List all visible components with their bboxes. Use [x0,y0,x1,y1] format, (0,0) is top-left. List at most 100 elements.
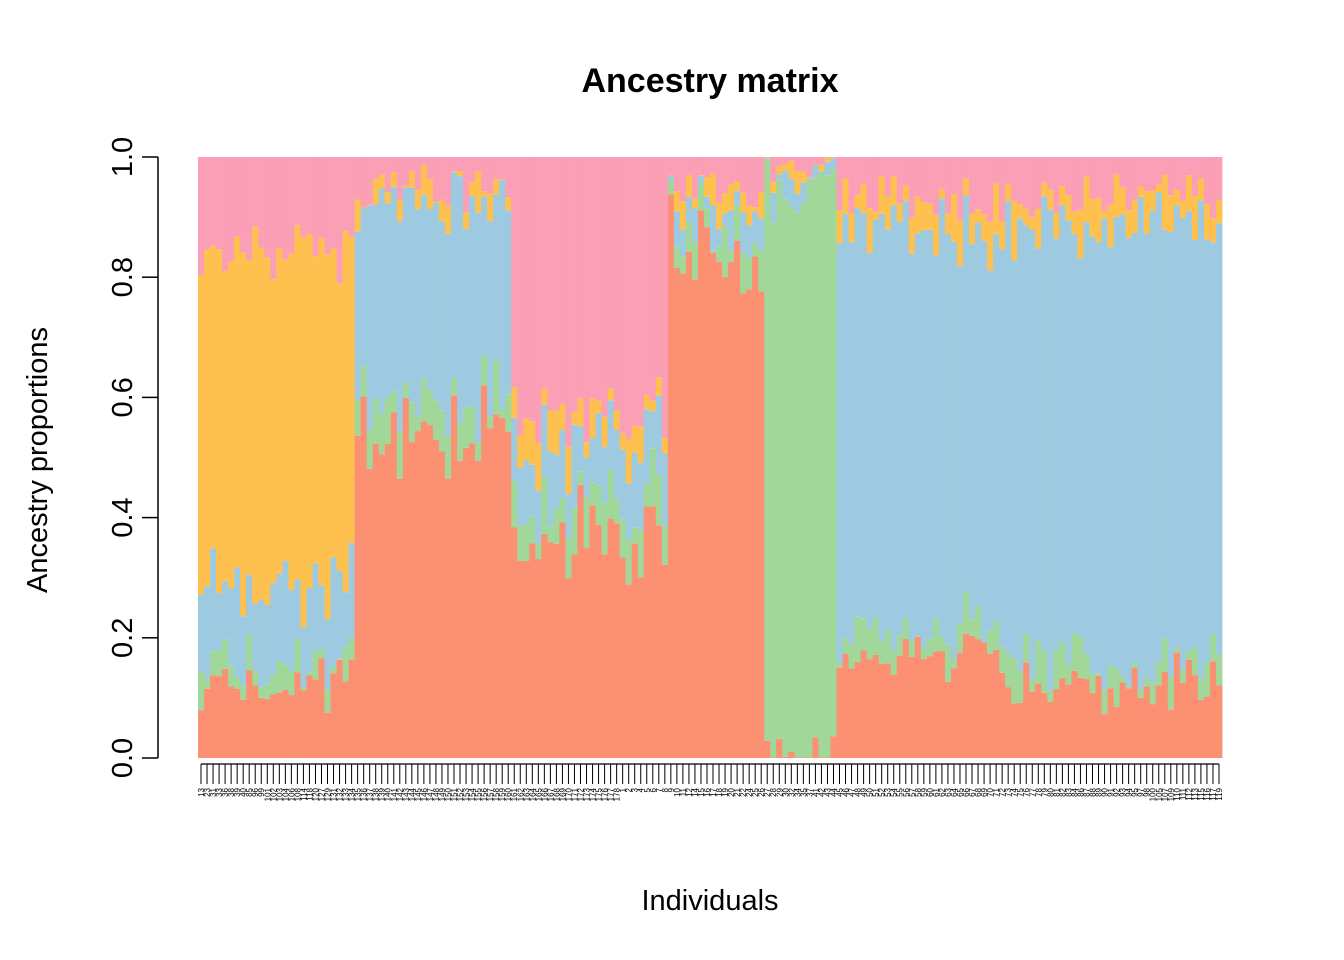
bar-segment [902,185,910,202]
individual-label: 120 [311,787,320,801]
bar-segment [444,205,452,234]
bar-segment [854,208,861,617]
individual-label: 116 [1203,787,1212,800]
individual-label: 30 [781,787,790,796]
bar-segment [878,213,886,642]
bar-segment [993,183,1000,234]
bar-segment [764,158,771,741]
bar-segment [1167,195,1175,233]
individual-label: 53 [884,787,893,796]
bar-segment [372,157,380,180]
bar-segment [993,620,1000,650]
bar-segment [1167,232,1175,677]
bar-segment [366,430,374,469]
individual-label: 132 [336,787,345,801]
bar-segment [1185,659,1193,758]
bar-segment [854,616,861,662]
bar-segment [487,193,494,222]
bar-segment [324,254,331,620]
bar-segment [264,257,271,605]
bar-segment [535,443,542,491]
bar-segment [402,397,410,758]
bar-segment [300,627,307,688]
bar-segment [583,497,590,549]
bar-segment [956,157,964,221]
bar-segment [330,666,337,674]
individual-label: 163 [522,787,531,801]
bar-segment [1191,157,1199,197]
individual-label: 50 [866,787,875,796]
bar-segment [830,168,837,737]
bar-segment [541,388,548,405]
individual-label: 93 [1119,787,1128,796]
bar-segment [691,208,699,242]
bar-segment [800,157,807,172]
individual-label: 177 [607,787,616,801]
bar-segment [1155,183,1163,193]
individual-label: 26 [757,787,766,796]
bar-segment [716,261,723,758]
individual-label: 168 [552,787,561,801]
bar-segment [637,462,645,530]
bar-segment [890,176,898,206]
bar-segment [854,661,861,758]
bar-segment [1089,692,1096,758]
bar-segment [866,253,874,629]
individual-label: 52 [878,787,887,796]
individual-label: 62 [938,787,947,796]
bar-segment [258,697,265,758]
bar-segment [1095,675,1102,758]
bar-segment [252,685,259,758]
bar-segment [1059,186,1066,206]
bar-segment [830,158,837,169]
bar-segment [752,256,759,758]
bar-segment [408,402,416,443]
bar-segment [288,695,295,758]
bar-segment [1131,668,1139,758]
bar-segment [1029,217,1036,230]
bar-segment [1083,653,1090,680]
bar-segment [234,236,241,568]
bar-segment [246,259,253,575]
bar-segment [529,464,536,516]
bar-segment [1125,686,1133,689]
individual-label: 102 [269,787,278,801]
individual-label: 136 [360,787,369,801]
bar-segment [685,157,693,175]
bar-segment [228,665,235,687]
bar-segment [993,233,1000,621]
bar-segment [517,526,524,562]
bar-segment [956,266,964,623]
bar-segment [691,279,699,758]
bar-segment [517,561,524,758]
bar-segment [896,157,904,204]
bar-segment [475,442,482,461]
bar-segment [920,230,928,649]
bar-segment [866,157,874,209]
bar-segment [204,678,211,689]
bar-segment [1155,662,1163,686]
individual-label: 118 [305,787,314,800]
bar-segment [402,187,410,383]
bar-segment [330,557,337,667]
bar-segment [1101,157,1108,212]
bar-segment [746,157,753,206]
individual-label: 28 [769,787,778,796]
bar-segment [818,757,825,758]
individual-label: 70 [986,787,995,796]
bar-segment [740,192,747,213]
bar-segment [836,210,843,244]
bar-segment [818,171,825,758]
bar-segment [240,685,247,700]
bar-segment [438,451,446,758]
bar-segment [987,653,994,758]
individual-label: 141 [390,787,399,801]
bar-segment [1107,247,1114,666]
bar-segment [312,679,319,758]
bar-segment [1179,217,1187,670]
bar-segment [1071,211,1078,234]
bar-segment [697,175,705,184]
bar-segment [499,157,506,179]
bar-segment [854,157,861,195]
bar-segment [270,674,277,695]
